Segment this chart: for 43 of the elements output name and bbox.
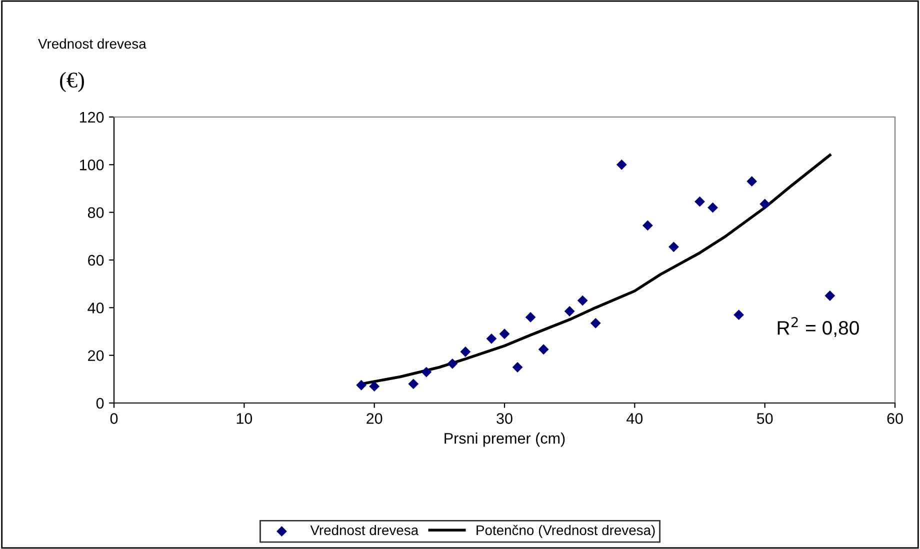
point: [460, 346, 471, 357]
point: [421, 366, 432, 378]
point: [369, 381, 380, 392]
point: [356, 380, 367, 390]
x-tick-label: 20: [366, 413, 382, 424]
point: [746, 176, 758, 187]
x-tick-label: 10: [236, 413, 252, 424]
text: (€): [60, 72, 84, 92]
x-axis-title: Prsni premer (cm): [444, 432, 565, 447]
point: [564, 306, 575, 316]
point: [538, 344, 549, 355]
y-axis-title: Vrednost drevesa: [38, 38, 146, 49]
legend-label: Vrednost drevesa: [310, 524, 419, 536]
y-tick-label: 100: [80, 160, 104, 170]
x-tick-label: 60: [887, 413, 903, 424]
x-tick-label: 40: [626, 413, 643, 424]
y-tick-label: 0: [96, 398, 104, 409]
point: [824, 290, 836, 301]
x-tick-label: 30: [496, 413, 512, 424]
y-tick-label: 40: [88, 302, 104, 314]
y-tick-label: 60: [88, 254, 104, 266]
point: [668, 242, 679, 252]
y-tick-label: 80: [88, 207, 104, 218]
point: [499, 328, 510, 340]
y-tick-label: 120: [80, 112, 104, 123]
y-tick-label: 20: [88, 350, 104, 362]
point: [616, 159, 627, 170]
point: [590, 318, 601, 328]
legend-label: Potenčno (Vrednost drevesa): [476, 524, 655, 538]
point: [760, 198, 770, 210]
point: [694, 196, 705, 207]
point: [734, 310, 744, 320]
x-tick-label: 0: [110, 413, 118, 424]
point: [486, 333, 497, 344]
point: [577, 295, 588, 306]
point: [642, 220, 653, 231]
point: [525, 312, 536, 322]
point: [512, 362, 523, 372]
point: [408, 378, 419, 390]
x-tick-label: 50: [756, 413, 773, 424]
point: [447, 358, 458, 369]
point: [708, 202, 718, 213]
annotation: R$^{2}$ = 0,80: [778, 317, 859, 338]
